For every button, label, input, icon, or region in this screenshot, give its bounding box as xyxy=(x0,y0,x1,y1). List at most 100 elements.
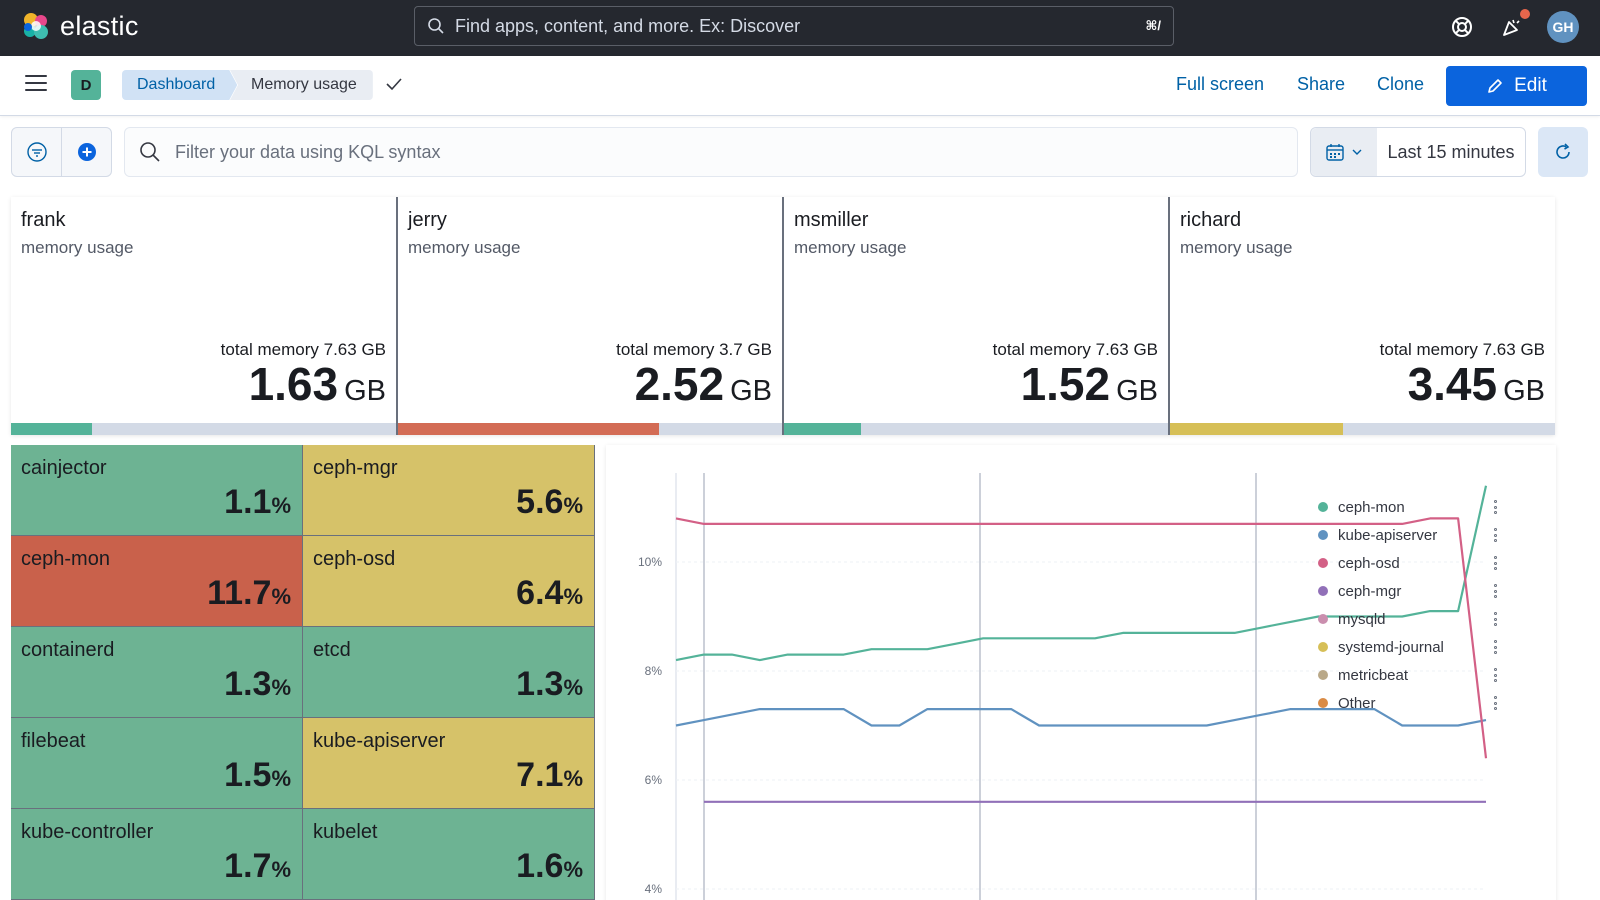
edit-button[interactable]: Edit xyxy=(1446,66,1587,106)
refresh-icon xyxy=(1556,143,1570,159)
tile-ceph-osd[interactable]: ceph-osd 6.4% xyxy=(303,536,595,627)
legend-item[interactable]: systemd-journal xyxy=(1318,633,1498,661)
legend-actions-icon[interactable] xyxy=(1494,668,1498,682)
quick-select-button[interactable] xyxy=(1311,128,1377,176)
global-search-input[interactable]: Find apps, content, and more. Ex: Discov… xyxy=(414,6,1174,46)
refresh-button[interactable] xyxy=(1538,127,1588,177)
tile-cainjector[interactable]: cainjector 1.1% xyxy=(11,445,303,536)
legend-swatch xyxy=(1318,502,1328,512)
legend-swatch xyxy=(1318,698,1328,708)
news-feed-icon[interactable] xyxy=(1497,12,1527,42)
kql-placeholder: Filter your data using KQL syntax xyxy=(175,141,441,162)
menu-toggle-icon[interactable] xyxy=(25,75,47,93)
metric-progress-track xyxy=(784,423,1168,435)
legend-item[interactable]: ceph-mon xyxy=(1318,493,1498,521)
legend-label: systemd-journal xyxy=(1338,638,1444,656)
legend-item[interactable]: kube-apiserver xyxy=(1318,521,1498,549)
search-placeholder: Find apps, content, and more. Ex: Discov… xyxy=(455,15,801,36)
clone-button[interactable]: Clone xyxy=(1377,74,1425,94)
legend-swatch xyxy=(1318,614,1328,624)
metric-value: 2.52 GB xyxy=(634,358,772,410)
metric-host-name: jerry xyxy=(408,209,447,231)
full-screen-button[interactable]: Full screen xyxy=(1176,74,1265,94)
legend-actions-icon[interactable] xyxy=(1494,556,1498,570)
legend-label: ceph-mon xyxy=(1338,498,1405,516)
search-icon xyxy=(428,18,444,34)
notification-dot xyxy=(1520,9,1530,19)
metric-progress-fill xyxy=(398,423,660,435)
tile-kubelet[interactable]: kubelet 1.6% xyxy=(303,809,595,900)
elastic-cluster-icon xyxy=(24,13,48,39)
tile-label: containerd xyxy=(21,639,115,661)
metric-label: memory usage xyxy=(794,238,907,257)
metric-value: 1.63 GB xyxy=(248,358,386,410)
metric-total: total memory 3.7 GB xyxy=(616,340,772,359)
legend-item[interactable]: mysqld xyxy=(1318,605,1498,633)
legend-label: Other xyxy=(1338,694,1376,712)
legend-actions-icon[interactable] xyxy=(1494,612,1498,626)
global-header: elastic Find apps, content, and more. Ex… xyxy=(0,0,1600,56)
user-avatar[interactable]: GH xyxy=(1547,11,1579,43)
help-icon[interactable] xyxy=(1447,12,1477,42)
tile-value: 1.7% xyxy=(224,847,291,885)
legend-actions-icon[interactable] xyxy=(1494,640,1498,654)
tile-label: ceph-mon xyxy=(21,548,110,570)
legend-label: metricbeat xyxy=(1338,666,1409,684)
memory-line-chart[interactable]: 10% 8% 6% 4% xyxy=(606,445,1556,900)
legend-item[interactable]: Other xyxy=(1318,689,1498,717)
search-icon xyxy=(140,142,160,162)
metric-progress-fill xyxy=(11,423,92,435)
legend-label: ceph-osd xyxy=(1338,554,1400,572)
time-range-label: Last 15 minutes xyxy=(1387,141,1515,162)
metric-card-frank[interactable]: frank memory usage total memory 7.63 GB … xyxy=(11,197,396,435)
legend-actions-icon[interactable] xyxy=(1494,584,1498,598)
legend-item[interactable]: metricbeat xyxy=(1318,661,1498,689)
search-shortcut: ⌘/ xyxy=(1145,18,1161,33)
metric-label: memory usage xyxy=(21,238,134,257)
tile-label: filebeat xyxy=(21,730,86,752)
metric-value: 1.52 GB xyxy=(1020,358,1158,410)
tile-label: ceph-mgr xyxy=(313,457,398,479)
tile-label: ceph-osd xyxy=(313,548,396,570)
tile-value: 1.5% xyxy=(224,756,291,794)
tile-value: 1.3% xyxy=(516,665,583,703)
tile-kube-controller[interactable]: kube-controller 1.7% xyxy=(11,809,303,900)
tile-value: 1.3% xyxy=(224,665,291,703)
date-picker[interactable]: Last 15 minutes xyxy=(1310,127,1526,177)
calendar-icon xyxy=(1326,144,1344,161)
legend-actions-icon[interactable] xyxy=(1494,528,1498,542)
legend-label: kube-apiserver xyxy=(1338,526,1438,544)
tile-filebeat[interactable]: filebeat 1.5% xyxy=(11,718,303,809)
legend-item[interactable]: ceph-osd xyxy=(1318,549,1498,577)
metric-progress-track xyxy=(11,423,396,435)
tile-etcd[interactable]: etcd 1.3% xyxy=(303,627,595,718)
tile-ceph-mgr[interactable]: ceph-mgr 5.6% xyxy=(303,445,595,536)
kql-search-input[interactable]: Filter your data using KQL syntax xyxy=(124,127,1298,177)
metric-progress-track xyxy=(398,423,782,435)
tile-label: etcd xyxy=(313,639,351,661)
share-button[interactable]: Share xyxy=(1297,74,1346,94)
memory-line-chart-panel: 10% 8% 6% 4% ceph-mon kube-apiserver ceph-osd… xyxy=(606,445,1556,900)
add-filter-button[interactable] xyxy=(62,128,111,176)
memory-metrics-panel: frank memory usage total memory 7.63 GB … xyxy=(11,197,1555,435)
tile-kube-apiserver[interactable]: kube-apiserver 7.1% xyxy=(303,718,595,809)
legend-actions-icon[interactable] xyxy=(1494,500,1498,514)
legend-swatch xyxy=(1318,586,1328,596)
legend-item[interactable]: ceph-mgr xyxy=(1318,577,1498,605)
metric-card-richard[interactable]: richard memory usage total memory 7.63 G… xyxy=(1168,197,1555,435)
metric-host-name: frank xyxy=(21,209,66,231)
metric-total: total memory 7.63 GB xyxy=(220,340,386,359)
tile-label: kube-apiserver xyxy=(313,730,446,752)
tile-value: 6.4% xyxy=(516,574,583,612)
tile-ceph-mon[interactable]: ceph-mon 11.7% xyxy=(11,536,303,627)
tile-containerd[interactable]: containerd 1.3% xyxy=(11,627,303,718)
legend-label: ceph-mgr xyxy=(1338,582,1402,600)
metric-card-jerry[interactable]: jerry memory usage total memory 3.7 GB 2… xyxy=(396,197,782,435)
legend-actions-icon[interactable] xyxy=(1494,696,1498,710)
space-avatar[interactable]: D xyxy=(71,70,101,100)
saved-query-button[interactable] xyxy=(12,128,62,176)
breadcrumb-dashboard[interactable]: Dashboard xyxy=(122,70,237,100)
metric-card-msmiller[interactable]: msmiller memory usage total memory 7.63 … xyxy=(782,197,1168,435)
elastic-logo[interactable]: elastic xyxy=(20,10,139,42)
series-line-ceph-mon xyxy=(675,485,1488,662)
